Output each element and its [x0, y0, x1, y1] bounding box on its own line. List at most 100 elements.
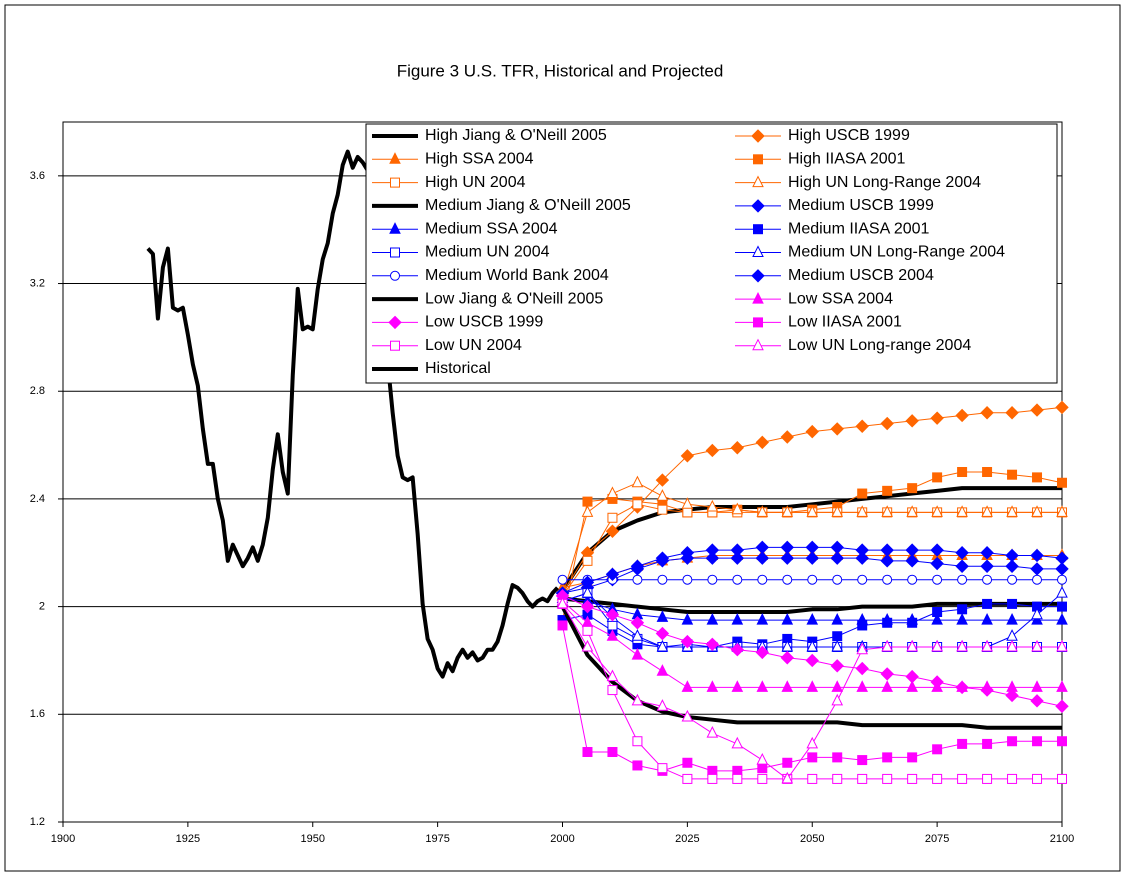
marker: [756, 612, 769, 625]
y-tick-label: 3.2: [30, 277, 45, 289]
marker: [805, 653, 819, 668]
marker: [832, 752, 843, 763]
marker: [1031, 607, 1043, 620]
marker: [831, 505, 844, 517]
legend-entry: Low UN Long-range 2004: [735, 337, 971, 354]
legend-entry: Medium SSA 2004: [372, 220, 558, 237]
marker: [980, 546, 994, 560]
marker: [805, 540, 819, 555]
marker: [682, 757, 693, 768]
marker: [931, 639, 943, 652]
marker: [681, 709, 694, 722]
marker: [582, 555, 593, 566]
marker: [755, 435, 770, 450]
series-line: [562, 596, 1062, 614]
marker: [932, 472, 943, 483]
marker: [706, 680, 719, 692]
legend-label: Medium SSA 2004: [425, 220, 558, 237]
marker: [557, 574, 568, 585]
x-tick-label: 1950: [301, 833, 325, 845]
marker: [680, 546, 695, 560]
marker: [632, 760, 643, 771]
marker: [1005, 406, 1019, 420]
marker: [1057, 601, 1067, 612]
marker: [1007, 773, 1018, 784]
legend-label: High UN Long-Range 2004: [788, 174, 981, 191]
marker: [981, 612, 993, 625]
legend-entry: Low SSA 2004: [735, 290, 893, 307]
marker: [881, 505, 893, 517]
legend-entry: Medium UN Long-Range 2004: [735, 244, 1005, 261]
marker: [956, 505, 968, 517]
marker: [955, 680, 969, 695]
legend-label: Low USCB 1999: [425, 314, 543, 331]
marker: [731, 680, 744, 692]
y-tick-label: 3.6: [30, 170, 45, 182]
marker: [582, 496, 593, 507]
marker: [957, 574, 968, 585]
marker: [831, 612, 844, 625]
marker: [807, 574, 818, 585]
marker: [630, 559, 645, 573]
marker: [1032, 736, 1043, 747]
marker: [930, 556, 944, 571]
x-tick-label: 2100: [1050, 833, 1074, 845]
marker: [955, 546, 969, 560]
legend-marker: [751, 269, 765, 283]
marker: [1007, 469, 1018, 480]
marker: [855, 551, 869, 565]
marker: [957, 738, 968, 749]
marker: [607, 620, 618, 631]
marker: [1031, 680, 1043, 692]
marker: [855, 419, 869, 433]
marker: [1057, 477, 1067, 488]
marker: [1055, 551, 1069, 565]
marker: [955, 408, 969, 423]
marker: [606, 669, 619, 682]
marker: [1032, 472, 1043, 483]
legend-entry: Medium Jiang & O'Neill 2005: [372, 197, 631, 214]
marker: [882, 773, 893, 784]
marker: [906, 680, 918, 692]
marker: [705, 637, 720, 652]
marker: [656, 610, 669, 622]
legend-entry: High UN Long-Range 2004: [735, 174, 981, 191]
legend-label: Medium IIASA 2001: [788, 220, 930, 237]
marker: [656, 699, 669, 711]
marker: [605, 567, 620, 582]
marker: [932, 744, 943, 755]
legend-entry: Low Jiang & O'Neill 2005: [372, 290, 603, 307]
marker: [731, 502, 744, 515]
marker: [781, 771, 794, 784]
marker: [806, 505, 819, 517]
marker: [857, 620, 868, 631]
legend-marker: [753, 154, 763, 165]
marker: [630, 616, 645, 630]
marker: [1032, 574, 1043, 585]
marker: [907, 483, 918, 494]
marker: [632, 736, 643, 747]
marker: [855, 543, 869, 557]
marker: [780, 430, 794, 444]
marker: [631, 693, 644, 706]
legend-label: High Jiang & O'Neill 2005: [425, 127, 607, 144]
legend-marker: [390, 177, 400, 188]
marker: [905, 554, 919, 568]
marker: [856, 642, 869, 655]
legend-entry: Low USCB 1999: [372, 314, 543, 331]
marker: [705, 551, 720, 565]
marker: [982, 738, 993, 749]
legend-label: Historical: [425, 360, 491, 377]
marker: [981, 639, 993, 652]
marker: [880, 416, 894, 431]
marker: [832, 574, 843, 585]
y-tick-label: 1.2: [30, 816, 45, 828]
marker: [1007, 598, 1018, 609]
marker: [931, 612, 943, 625]
x-tick-label: 1975: [425, 833, 449, 845]
marker: [1055, 400, 1069, 415]
marker: [832, 773, 843, 784]
marker: [981, 505, 993, 517]
